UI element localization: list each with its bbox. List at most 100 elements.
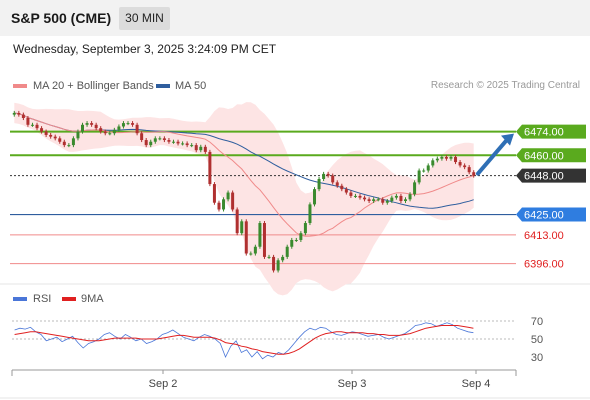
- candle-body: [408, 194, 412, 200]
- candle-body: [353, 195, 357, 197]
- candle-body: [108, 133, 112, 135]
- candle-body: [240, 221, 244, 234]
- level-label-bg-1: [516, 148, 586, 163]
- candle-body: [94, 124, 98, 129]
- candle-body: [190, 145, 194, 147]
- candle-body: [413, 182, 417, 195]
- ma50-legend-label: MA 50: [175, 80, 207, 92]
- candle-body: [403, 199, 407, 202]
- candle-body: [313, 189, 317, 205]
- candle-body: [144, 140, 148, 146]
- candle-body: [449, 156, 453, 159]
- candle-body: [285, 246, 289, 257]
- candle-body: [281, 256, 285, 261]
- candle-body: [422, 170, 426, 172]
- candle-body: [294, 239, 298, 241]
- candle-body: [194, 145, 198, 151]
- candle-body: [176, 141, 180, 144]
- ma20-legend-swatch: [13, 84, 27, 88]
- candle-body: [272, 256, 276, 271]
- rsi-legend-swatch: [13, 297, 27, 301]
- candle-body: [17, 112, 21, 115]
- candle-body: [326, 173, 330, 176]
- candle-body: [440, 156, 444, 159]
- level-label-1: 6460.00: [524, 150, 564, 162]
- x-tick-label-0: Sep 2: [149, 378, 178, 390]
- candle-body: [344, 189, 348, 193]
- candle-body: [390, 197, 394, 202]
- candle-body: [317, 178, 321, 190]
- x-tick-label-1: Sep 3: [338, 378, 367, 390]
- candle-body: [417, 170, 421, 183]
- candle-body: [426, 165, 430, 171]
- candle-body: [258, 223, 262, 247]
- candle-body: [340, 185, 344, 190]
- chart-credit: Research © 2025 Trading Central: [430, 80, 580, 91]
- candle-body: [30, 124, 34, 126]
- candle-body: [103, 131, 107, 134]
- candle-body: [167, 140, 171, 142]
- candle-body: [222, 199, 226, 210]
- candle-body: [376, 199, 380, 201]
- candle-body: [463, 165, 467, 168]
- candle-body: [21, 114, 25, 119]
- candle-body: [358, 195, 362, 198]
- candle-body: [267, 256, 271, 258]
- timeframe-badge[interactable]: 30 MIN: [119, 7, 170, 30]
- bollinger-band: [14, 102, 474, 296]
- candle-body: [217, 202, 221, 210]
- instrument-title: S&P 500 (CME): [11, 10, 112, 26]
- candle-body: [212, 184, 216, 203]
- rsi-tick-label-2: 30: [531, 352, 543, 364]
- candle-body: [126, 123, 130, 125]
- candle-body: [444, 156, 448, 159]
- level-label-4: 6413.00: [524, 230, 564, 242]
- candle-body: [372, 199, 376, 202]
- candle-body: [49, 134, 53, 137]
- candle-body: [26, 118, 30, 125]
- candle-body: [231, 192, 235, 210]
- candle-body: [53, 136, 57, 139]
- ma20-line: [14, 112, 474, 237]
- candle-body: [153, 138, 157, 142]
- candle-body: [171, 141, 175, 143]
- candle-body: [431, 160, 435, 166]
- candle-body: [249, 253, 253, 255]
- candle-body: [322, 173, 326, 179]
- candle-body: [62, 141, 66, 146]
- candle-body: [262, 223, 266, 257]
- candle-body: [290, 239, 294, 247]
- candle-body: [226, 192, 230, 200]
- chart-header: S&P 500 (CME) 30 MIN: [0, 0, 590, 36]
- candle-body: [85, 123, 89, 125]
- rsi-tick-label-0: 70: [531, 316, 543, 328]
- trend-arrow-head: [501, 133, 514, 146]
- candle-body: [162, 138, 166, 141]
- candle-body: [435, 158, 439, 161]
- candle-body: [244, 221, 248, 254]
- level-label-bg-2: [516, 168, 586, 183]
- candle-body: [81, 124, 85, 132]
- candle-body: [181, 143, 185, 145]
- candle-body: [363, 197, 367, 200]
- level-label-bg-0: [516, 124, 586, 139]
- candles-group: [12, 110, 476, 273]
- candle-body: [299, 233, 303, 240]
- candle-body: [121, 123, 125, 127]
- candle-body: [203, 146, 207, 152]
- rsi-legend-label: RSI: [33, 293, 52, 305]
- candle-body: [472, 172, 476, 176]
- level-label-5: 6396.00: [524, 259, 564, 271]
- rsi-series-9ma: [14, 325, 474, 355]
- level-label-0: 6474.00: [524, 127, 564, 139]
- candle-body: [235, 209, 239, 234]
- level-label-2: 6448.00: [524, 171, 564, 183]
- candle-body: [58, 138, 62, 142]
- candle-body: [349, 192, 353, 196]
- candle-body: [71, 138, 75, 146]
- candle-body: [381, 199, 385, 203]
- level-label-bg-3: [516, 207, 586, 222]
- chart-datetime: Wednesday, September 3, 2025 3:24:09 PM …: [13, 42, 277, 56]
- candle-body: [117, 126, 121, 130]
